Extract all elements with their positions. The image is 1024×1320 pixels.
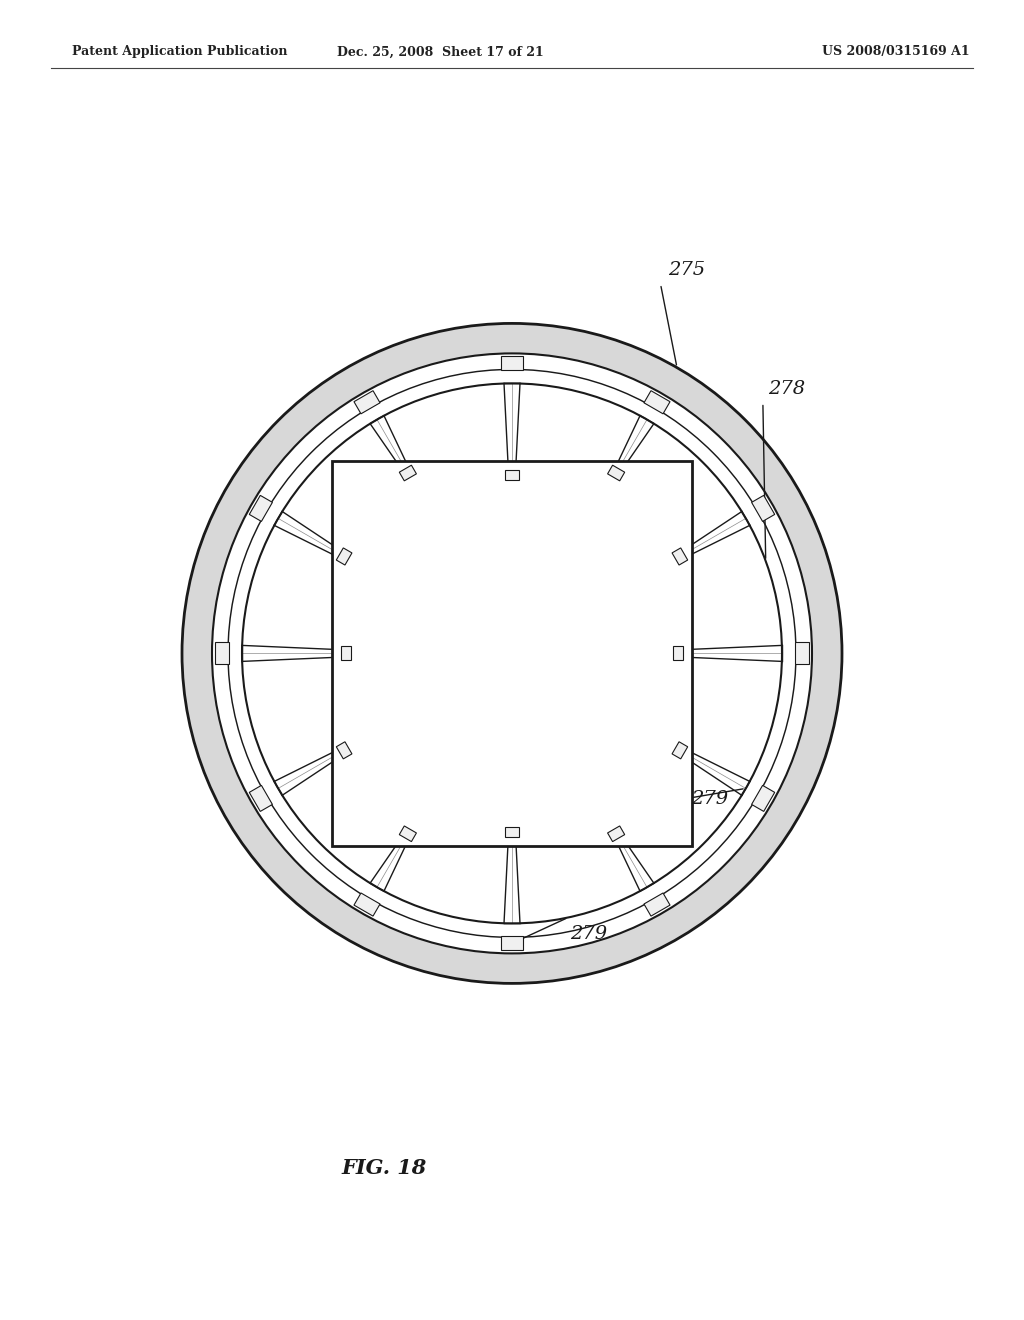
Polygon shape [249,785,272,812]
Polygon shape [399,465,417,480]
Polygon shape [215,643,229,664]
Polygon shape [752,495,775,521]
Text: 279: 279 [570,925,607,944]
Text: 278: 278 [768,380,805,397]
Polygon shape [607,826,625,842]
Polygon shape [501,356,523,371]
Polygon shape [644,894,670,916]
Polygon shape [354,894,380,916]
Polygon shape [607,465,625,480]
Polygon shape [672,548,688,565]
Polygon shape [673,647,683,660]
Polygon shape [249,495,272,521]
Polygon shape [505,470,519,480]
Polygon shape [795,643,809,664]
Text: 275: 275 [669,261,706,279]
Polygon shape [644,391,670,413]
Text: US 2008/0315169 A1: US 2008/0315169 A1 [822,45,970,58]
Polygon shape [505,826,519,837]
Text: Dec. 25, 2008  Sheet 17 of 21: Dec. 25, 2008 Sheet 17 of 21 [337,45,544,58]
Text: Patent Application Publication: Patent Application Publication [72,45,288,58]
Polygon shape [182,323,842,983]
Polygon shape [354,391,380,413]
Polygon shape [336,548,352,565]
Polygon shape [336,742,352,759]
Text: FIG. 18: FIG. 18 [341,1158,427,1179]
Polygon shape [501,936,523,950]
Bar [332,461,692,846]
Text: 279: 279 [691,789,728,808]
Polygon shape [672,742,688,759]
Polygon shape [399,826,417,842]
Polygon shape [752,785,775,812]
Polygon shape [341,647,351,660]
